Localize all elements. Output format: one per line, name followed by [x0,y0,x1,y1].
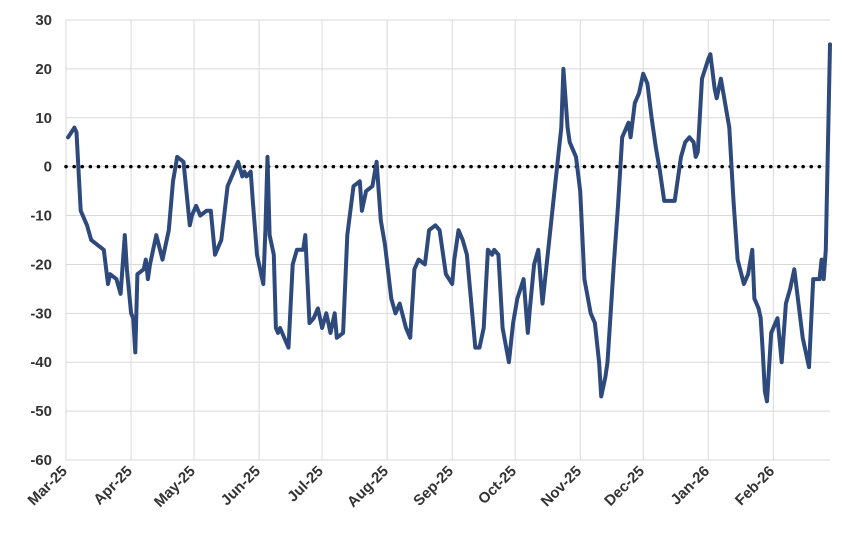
x-tick-label: Apr-25 [90,463,136,509]
y-tick-label: 10 [35,110,52,127]
x-tick-label: Nov-25 [538,463,585,510]
x-tick-label: Jan-26 [667,463,713,509]
series-line [66,42,832,404]
x-tick-label: Jul-25 [284,463,327,506]
x-tick-label: Aug-25 [344,463,392,511]
y-tick-label: -20 [30,256,52,273]
grid-layer [65,19,830,461]
y-axis-tick-labels: 30 20 10 0 -10 -20 -30 -40 -50 -60 [30,12,52,469]
x-tick-label: May-25 [151,463,199,511]
y-tick-label: -60 [30,452,52,469]
x-tick-label: Mar-25 [25,463,71,509]
y-tick-label: -40 [30,354,52,371]
x-tick-label: Feb-26 [732,463,778,509]
x-tick-label: Oct-25 [475,463,520,508]
x-tick-label: Jun-25 [218,463,264,509]
x-tick-label: Dec-25 [601,463,648,510]
y-tick-label: -50 [30,403,52,420]
y-tick-label: -30 [30,305,52,322]
x-axis-tick-labels: Mar-25 Apr-25 May-25 Jun-25 Jul-25 Aug-25 Sep-… [25,463,779,511]
y-tick-label: 0 [44,159,52,176]
y-tick-label: 20 [35,61,52,78]
y-tick-label: -10 [30,208,52,225]
y-tick-label: 30 [35,12,52,29]
x-tick-label: Sep-25 [410,463,457,510]
